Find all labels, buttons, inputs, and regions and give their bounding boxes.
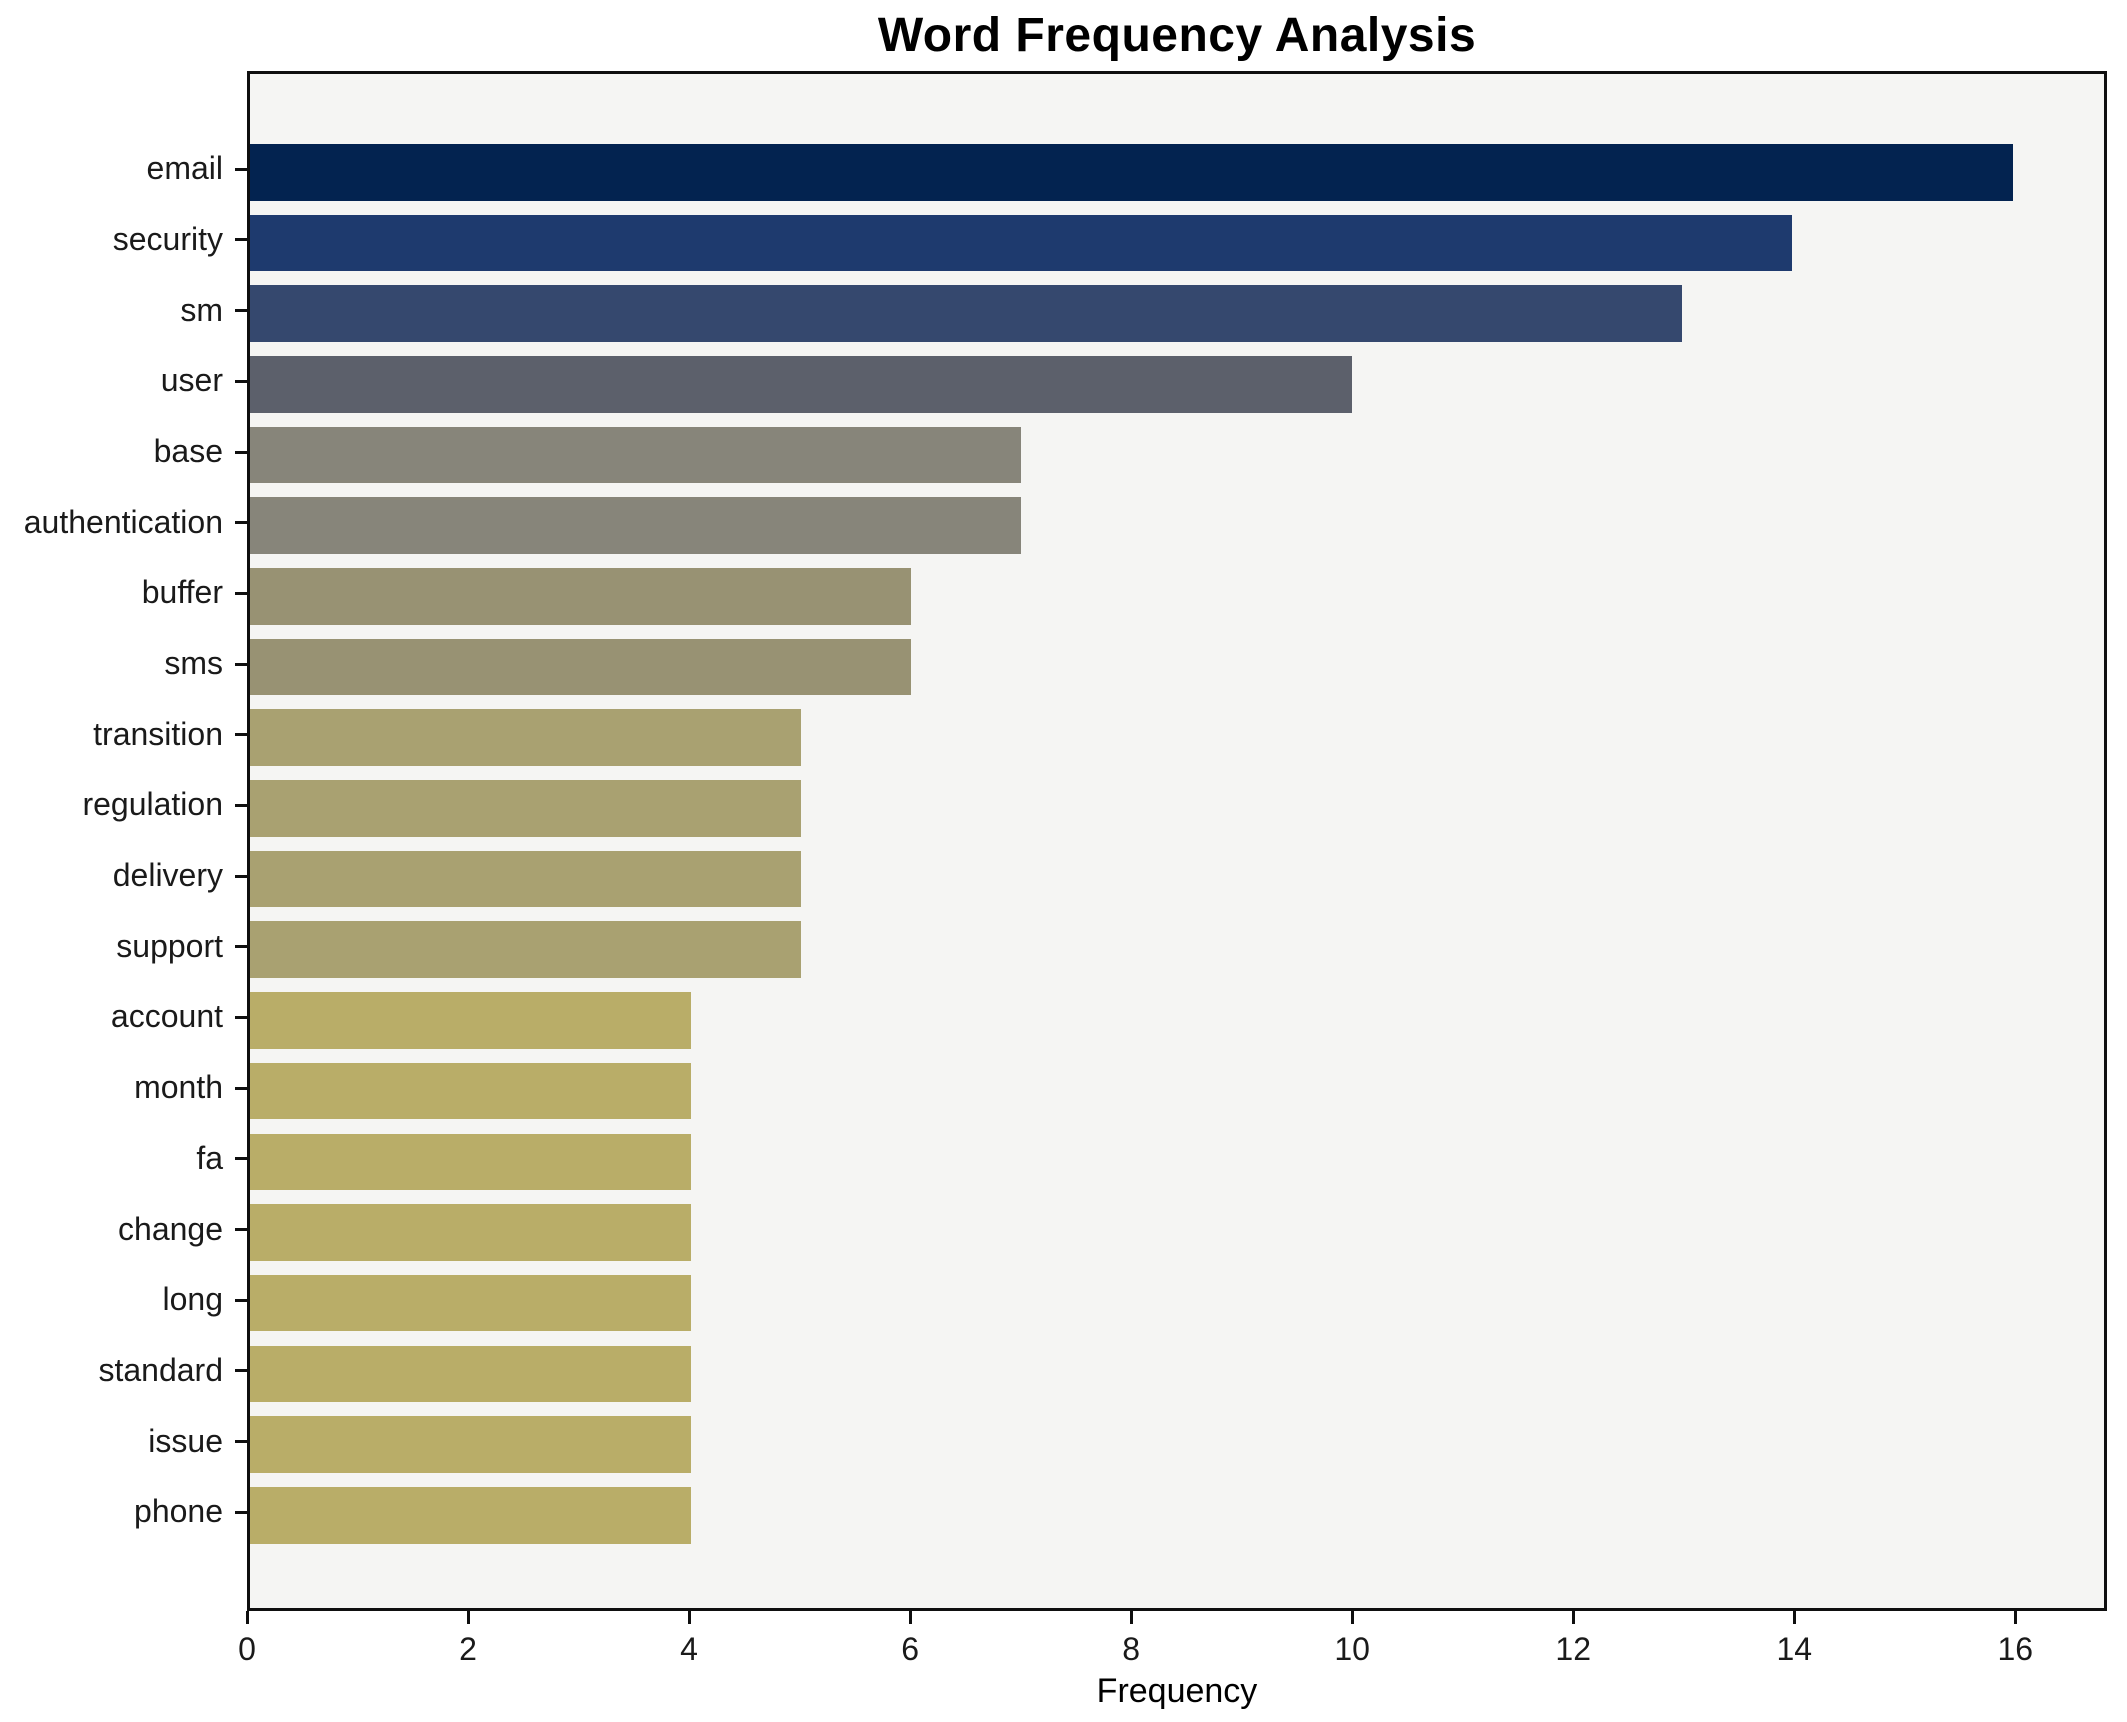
bar-long (250, 1274, 691, 1332)
y-tick-mark (235, 1369, 247, 1373)
bar-month (250, 1062, 691, 1120)
y-tick-label-account: account (110, 998, 223, 1035)
y-tick-mark (235, 591, 247, 595)
y-tick-label-sm: sm (180, 291, 223, 328)
bar-sm (250, 285, 1683, 342)
y-tick-label-long: long (162, 1281, 224, 1318)
y-tick-label-delivery: delivery (112, 857, 223, 894)
y-tick-mark (235, 1157, 247, 1161)
x-tick-label-10: 10 (1334, 1631, 1370, 1667)
x-tick-label-4: 4 (680, 1631, 698, 1667)
y-tick-mark (235, 945, 247, 949)
bar-authentication (250, 497, 1022, 554)
y-tick-label-sms: sms (164, 645, 223, 682)
bar-fa (250, 1133, 691, 1191)
x-tick-label-2: 2 (459, 1631, 477, 1667)
bar-issue (250, 1416, 691, 1473)
x-tick-label-16: 16 (1997, 1631, 2034, 1667)
y-tick-label-standard: standard (98, 1351, 223, 1388)
y-tick-label-authentication: authentication (23, 503, 223, 540)
y-tick-mark (235, 803, 247, 807)
y-tick-label-buffer: buffer (141, 574, 223, 611)
x-tick-mark (245, 1611, 249, 1624)
y-tick-mark (235, 167, 247, 171)
bar-support (250, 921, 801, 979)
x-tick-label-6: 6 (901, 1631, 919, 1667)
y-tick-label-issue: issue (148, 1422, 223, 1459)
bar-transition (250, 709, 801, 767)
y-tick-label-transition: transition (93, 715, 223, 752)
x-tick-mark (908, 1611, 912, 1624)
bar-sms (250, 638, 911, 696)
y-tick-label-fa: fa (196, 1139, 223, 1176)
bar-account (250, 992, 691, 1049)
y-tick-mark (235, 1015, 247, 1019)
y-tick-mark (235, 1510, 247, 1514)
y-tick-label-email: email (146, 150, 223, 187)
y-tick-mark (235, 521, 247, 525)
y-tick-label-regulation: regulation (82, 786, 223, 823)
bar-delivery (250, 850, 801, 908)
y-tick-mark (235, 1228, 247, 1231)
y-tick-label-change: change (118, 1210, 223, 1247)
bar-regulation (250, 780, 801, 837)
y-tick-label-month: month (134, 1069, 223, 1106)
bars-layer (250, 74, 2104, 1608)
x-tick-label-0: 0 (238, 1631, 256, 1667)
x-tick-mark (1350, 1611, 1354, 1624)
y-tick-mark (235, 1298, 247, 1302)
y-tick-label-security: security (112, 220, 223, 257)
y-tick-mark (235, 733, 247, 737)
y-tick-mark (235, 450, 247, 454)
x-axis-title: Frequency (1096, 1672, 1258, 1710)
y-tick-mark (235, 238, 247, 242)
y-tick-label-base: base (153, 433, 223, 470)
y-tick-mark (235, 662, 247, 666)
bar-phone (250, 1486, 691, 1544)
bar-buffer (250, 568, 911, 625)
y-tick-mark (235, 379, 247, 383)
x-tick-label-8: 8 (1122, 1631, 1141, 1667)
x-tick-mark (2013, 1611, 2017, 1624)
x-tick-mark (1571, 1611, 1575, 1624)
bar-email (250, 144, 2013, 201)
bar-base (250, 426, 1022, 484)
x-tick-mark (1792, 1611, 1796, 1624)
x-tick-label-12: 12 (1555, 1631, 1591, 1667)
chart-title: Word Frequency Analysis (877, 9, 1477, 62)
x-tick-mark (687, 1611, 691, 1624)
y-tick-label-support: support (116, 927, 223, 964)
bar-user (250, 356, 1352, 413)
y-tick-label-phone: phone (134, 1493, 223, 1530)
bar-security (250, 214, 1793, 272)
bar-change (250, 1204, 691, 1261)
x-tick-mark (1129, 1611, 1133, 1624)
x-tick-label-14: 14 (1776, 1631, 1813, 1667)
plot-area (247, 71, 2107, 1611)
x-tick-mark (466, 1611, 470, 1624)
y-tick-mark (235, 1440, 247, 1444)
y-tick-mark (235, 1086, 247, 1090)
y-tick-label-user: user (160, 362, 223, 399)
y-tick-mark (235, 874, 247, 878)
bar-standard (250, 1345, 691, 1403)
y-tick-mark (235, 309, 247, 313)
